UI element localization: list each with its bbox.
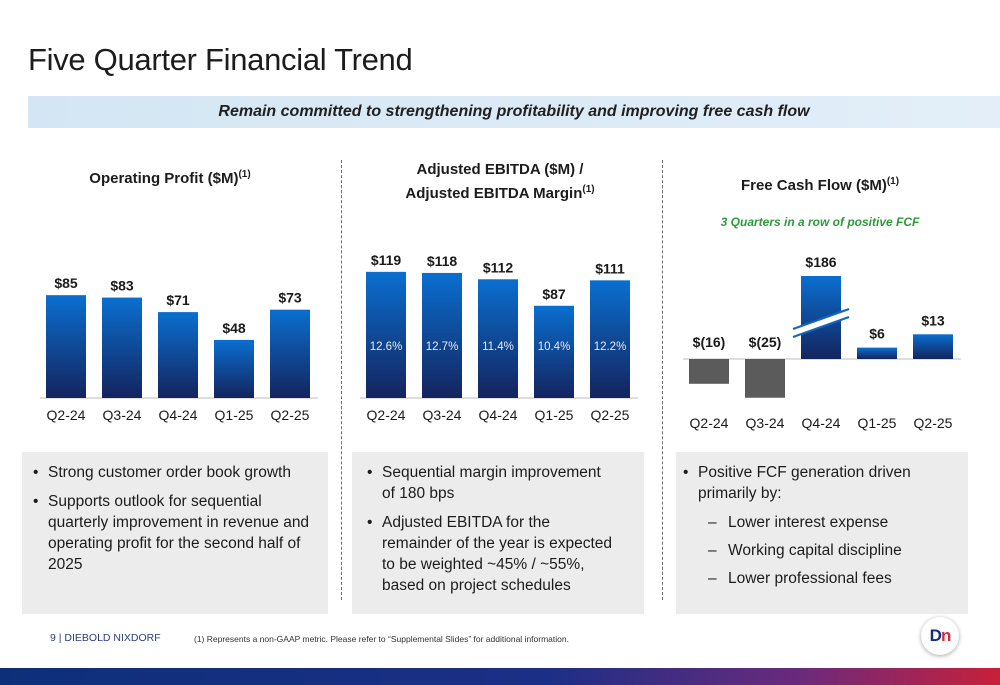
data-label: $111 <box>595 260 625 276</box>
op-title-text: Operating Profit ($M) <box>89 170 239 187</box>
commentary-subitem: Working capital discipline <box>678 540 948 561</box>
free-cash-flow-chart: $(16) Q2-24 $(25) Q3-24 $186 Q4-24 $6 Q1-25 $13 Q… <box>683 254 961 431</box>
x-tick-label: Q3-24 <box>746 415 785 431</box>
bar <box>913 334 953 359</box>
x-tick-label: Q3-24 <box>103 407 142 423</box>
x-tick-label: Q2-25 <box>914 415 953 431</box>
data-label: $6 <box>869 326 885 342</box>
commentary-item: Adjusted EBITDA for the remainder of the… <box>362 512 614 596</box>
x-tick-label: Q2-25 <box>271 407 310 423</box>
ebitda-title: Adjusted EBITDA ($M) / Adjusted EBITDA M… <box>360 160 640 204</box>
operating-profit-chart: $85 Q2-24 $83 Q3-24 $71 Q4-24 $48 Q1-25 $73 Q2-25 <box>40 275 318 423</box>
margin-label: 11.4% <box>482 341 514 353</box>
bar <box>46 295 86 398</box>
bar <box>478 279 518 398</box>
data-label: $112 <box>483 259 514 275</box>
x-tick-label: Q2-24 <box>47 407 86 423</box>
commentary-item: Sequential margin improvement of 180 bps <box>362 462 614 504</box>
logo-letter-d: D <box>929 626 942 645</box>
axis-break-gap <box>793 309 849 337</box>
data-label: $(25) <box>749 334 782 350</box>
bar <box>422 272 462 398</box>
negative-bar <box>689 359 729 384</box>
margin-label: 12.7% <box>426 341 459 353</box>
data-label: $48 <box>222 320 246 336</box>
data-label: $87 <box>542 286 566 302</box>
data-label: $186 <box>805 254 836 270</box>
margin-label: 10.4% <box>538 341 571 353</box>
footnote: (1) Represents a non-GAAP metric. Please… <box>194 634 569 644</box>
bar <box>270 309 310 398</box>
data-label: $119 <box>371 252 402 268</box>
ebitda-title-line1: Adjusted EBITDA ($M) / <box>416 161 584 178</box>
logo-letter-n: n <box>940 626 951 645</box>
column-divider-right <box>662 160 663 600</box>
x-tick-label: Q3-24 <box>423 407 462 423</box>
data-label: $73 <box>278 290 302 306</box>
commentary-item: Positive FCF generation driven primarily… <box>678 462 948 504</box>
data-label: $71 <box>166 292 190 308</box>
bar <box>214 339 254 398</box>
fcf-title-text: Free Cash Flow ($M) <box>740 177 887 194</box>
bar <box>366 271 406 398</box>
axis-break-line <box>792 308 850 330</box>
headline-banner: Remain committed to strengthening profit… <box>28 96 1000 128</box>
ebitda-title-line2: Adjusted EBITDA Margin <box>405 185 583 202</box>
negative-bar <box>745 359 785 398</box>
x-tick-label: Q2-24 <box>690 415 729 431</box>
axis-break-line <box>792 316 850 338</box>
commentary-subitem: Lower interest expense <box>678 512 948 533</box>
commentary-subitem: Lower professional fees <box>678 568 948 589</box>
margin-label: 12.6% <box>370 341 403 353</box>
ebitda-title-sup: (1) <box>582 184 595 195</box>
fcf-commentary: Positive FCF generation driven primarily… <box>676 452 968 614</box>
x-tick-label: Q1-25 <box>215 407 254 423</box>
x-tick-label: Q4-24 <box>159 407 198 423</box>
x-tick-label: Q4-24 <box>479 407 518 423</box>
x-tick-label: Q2-24 <box>367 407 406 423</box>
footer-brand: 9 | DIEBOLD NIXDORF <box>50 632 161 644</box>
x-tick-label: Q2-25 <box>591 407 630 423</box>
bar <box>534 305 574 398</box>
ebitda-commentary: Sequential margin improvement of 180 bps… <box>352 452 644 614</box>
bar <box>158 312 198 398</box>
data-label: $85 <box>54 275 78 291</box>
op-title-sup: (1) <box>238 169 251 180</box>
data-label: $83 <box>110 278 134 294</box>
margin-label: 12.2% <box>594 341 627 353</box>
x-tick-label: Q1-25 <box>535 407 574 423</box>
column-divider-left <box>341 160 342 600</box>
fcf-title-sup: (1) <box>886 176 900 187</box>
fcf-title: Free Cash Flow ($M)(1) <box>690 172 950 196</box>
fcf-subtitle: 3 Quarters in a row of positive FCF <box>720 215 920 229</box>
data-label: $13 <box>921 312 945 328</box>
x-tick-label: Q1-25 <box>858 415 897 431</box>
commentary-item: Supports outlook for sequential quarterl… <box>28 491 320 575</box>
banner-text: Remain committed to strengthening profit… <box>218 103 810 120</box>
data-label: $118 <box>427 253 458 269</box>
page-title: Five Quarter Financial Trend <box>28 42 413 77</box>
commentary-item: Strong customer order book growth <box>28 462 320 483</box>
x-tick-label: Q4-24 <box>802 415 841 431</box>
operating-profit-commentary: Strong customer order book growth Suppor… <box>22 452 328 614</box>
adjusted-ebitda-chart: $119 Q2-24 12.6% $118 Q3-24 12.7% $112 Q4-24 11.… <box>360 252 638 423</box>
operating-profit-title: Operating Profit ($M)(1) <box>40 165 300 189</box>
diebold-nixdorf-logo: Dn <box>921 617 959 655</box>
bottom-brand-bar <box>0 668 1000 685</box>
bar <box>102 297 142 398</box>
bar <box>590 280 630 398</box>
bar <box>857 347 897 359</box>
data-label: $(16) <box>693 334 726 350</box>
